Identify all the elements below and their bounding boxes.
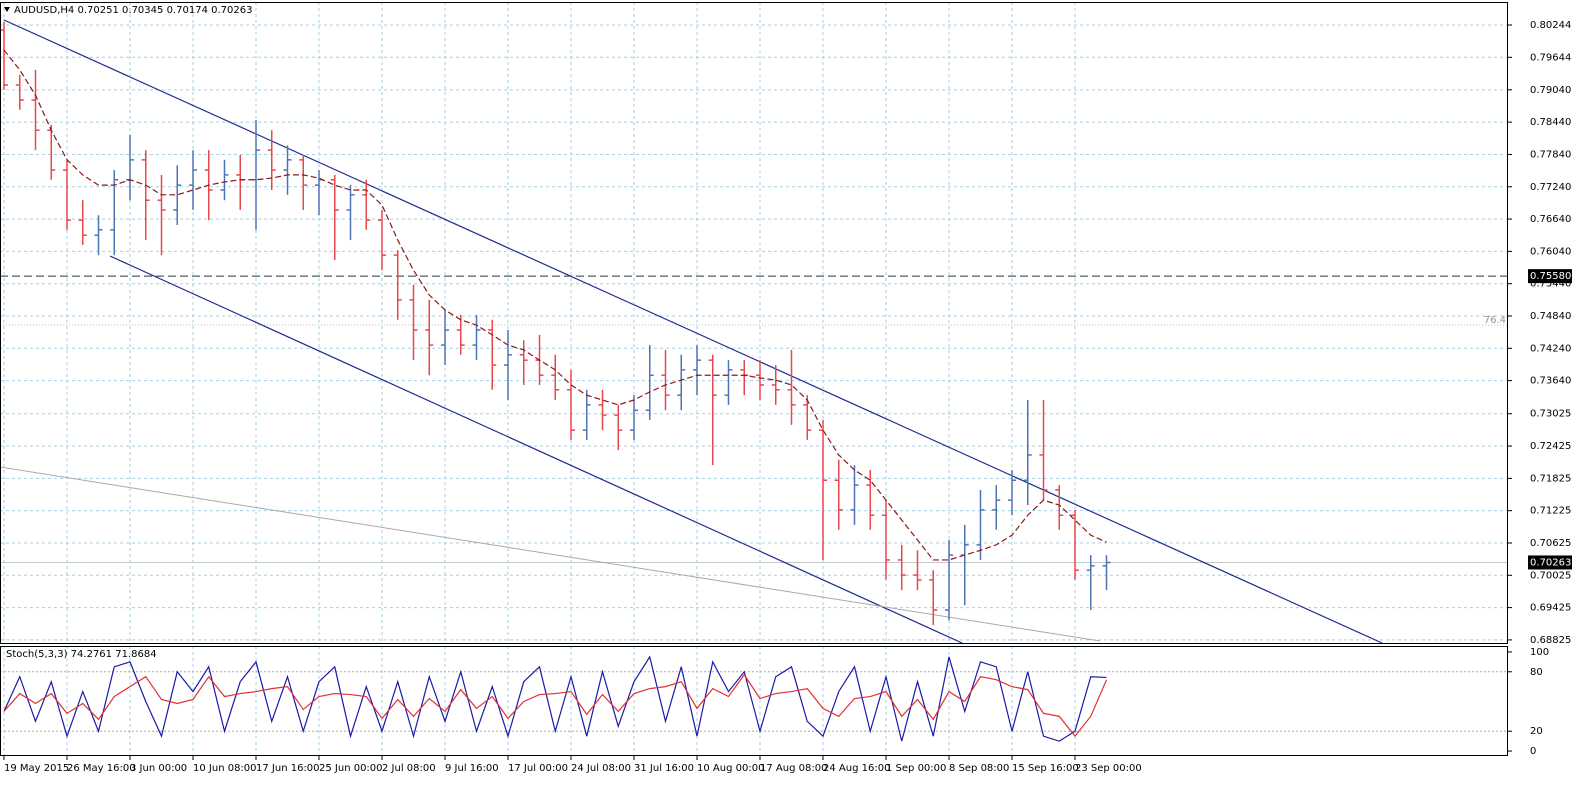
y-tick-label: 0 [1530, 746, 1536, 757]
y-tick-label: 0.73640 [1530, 376, 1571, 387]
y-tick-label: 0.68825 [1530, 635, 1571, 646]
moving-average [3, 49, 1107, 561]
x-tick-label: 17 Aug 08:00 [760, 763, 827, 774]
x-tick-label: 1 Sep 00:00 [886, 763, 946, 774]
stoch-k-last: 74.2761 [71, 649, 112, 660]
y-tick-label: 0.69425 [1530, 603, 1571, 614]
y-tick-label: 0.70025 [1530, 570, 1571, 581]
y-tick-label: 0.71225 [1530, 506, 1571, 517]
x-tick-label: 17 Jul 00:00 [508, 763, 568, 774]
y-tick-label: 0.71825 [1530, 473, 1571, 484]
quote-close: 0.70263 [211, 5, 252, 16]
y-tick-label: 0.79644 [1530, 52, 1571, 63]
channel-lower [109, 255, 963, 644]
stoch-d-last: 71.8684 [115, 649, 156, 660]
y-tick-label: 0.76040 [1530, 246, 1571, 257]
y-tick-label: 0.70625 [1530, 538, 1571, 549]
header: AUDUSD,H4 0.70251 0.70345 0.70174 0.7026… [14, 5, 252, 16]
quote-open: 0.70251 [77, 5, 118, 16]
quote-high: 0.70345 [122, 5, 163, 16]
x-tick-label: 31 Jul 16:00 [634, 763, 694, 774]
main-pane-border [0, 2, 1508, 644]
x-tick-label: 19 May 2015 [4, 763, 69, 774]
x-tick-label: 10 Jun 08:00 [193, 763, 257, 774]
channel-upper [3, 19, 1383, 644]
y-tick-label: 0.77840 [1530, 149, 1571, 160]
x-tick-label: 8 Sep 08:00 [949, 763, 1009, 774]
quote-low: 0.70174 [167, 5, 208, 16]
price-box [1528, 269, 1572, 284]
y-tick-label: 0.74240 [1530, 343, 1571, 354]
fibo-label: 76.4 [1484, 315, 1506, 326]
y-tick-label: 0.72425 [1530, 441, 1571, 452]
x-tick-label: 25 Jun 00:00 [319, 763, 383, 774]
y-tick-label: 0.75440 [1530, 279, 1571, 290]
y-tick-label: 0.77240 [1530, 182, 1571, 193]
x-tick-label: 3 Jun 00:00 [130, 763, 187, 774]
x-tick-label: 23 Sep 00:00 [1075, 763, 1142, 774]
stoch-title: Stoch(5,3,3) [6, 649, 68, 660]
stoch-header: Stoch(5,3,3) 74.2761 71.8684 [6, 649, 157, 660]
stoch-pane-border [0, 646, 1508, 756]
x-tick-label: 15 Sep 16:00 [1012, 763, 1079, 774]
y-tick-label: 0.79040 [1530, 85, 1571, 96]
x-tick-label: 24 Aug 16:00 [823, 763, 890, 774]
marks [0, 21, 1111, 742]
stoch-line [3, 673, 1108, 738]
y-tick-label: 0.80244 [1530, 20, 1571, 31]
stoch-line [3, 655, 1107, 742]
y-tick-label: 0.78440 [1530, 117, 1571, 128]
x-tick-label: 17 Jun 16:00 [256, 763, 320, 774]
price-box-label: 0.75580 [1530, 271, 1571, 282]
price-box [1528, 555, 1572, 570]
x-tick-label: 2 Jul 08:00 [382, 763, 436, 774]
menu-icon [4, 7, 10, 12]
x-tick-label: 10 Aug 00:00 [697, 763, 764, 774]
y-tick-label: 0.76640 [1530, 214, 1571, 225]
x-tick-label: 26 May 16:00 [67, 763, 136, 774]
y-tick-label: 0.73025 [1530, 409, 1571, 420]
symbol: AUDUSD,H4 [14, 5, 74, 16]
trend-line [0, 466, 1101, 642]
y-tick-label: 0.74840 [1530, 311, 1571, 322]
x-tick-label: 9 Jul 16:00 [445, 763, 499, 774]
price-box-label: 0.70263 [1530, 557, 1571, 568]
y-tick-label: 20 [1530, 726, 1543, 737]
y-tick-label: 80 [1530, 667, 1543, 678]
y-tick-label: 100 [1530, 647, 1549, 658]
x-tick-label: 24 Jul 08:00 [571, 763, 631, 774]
